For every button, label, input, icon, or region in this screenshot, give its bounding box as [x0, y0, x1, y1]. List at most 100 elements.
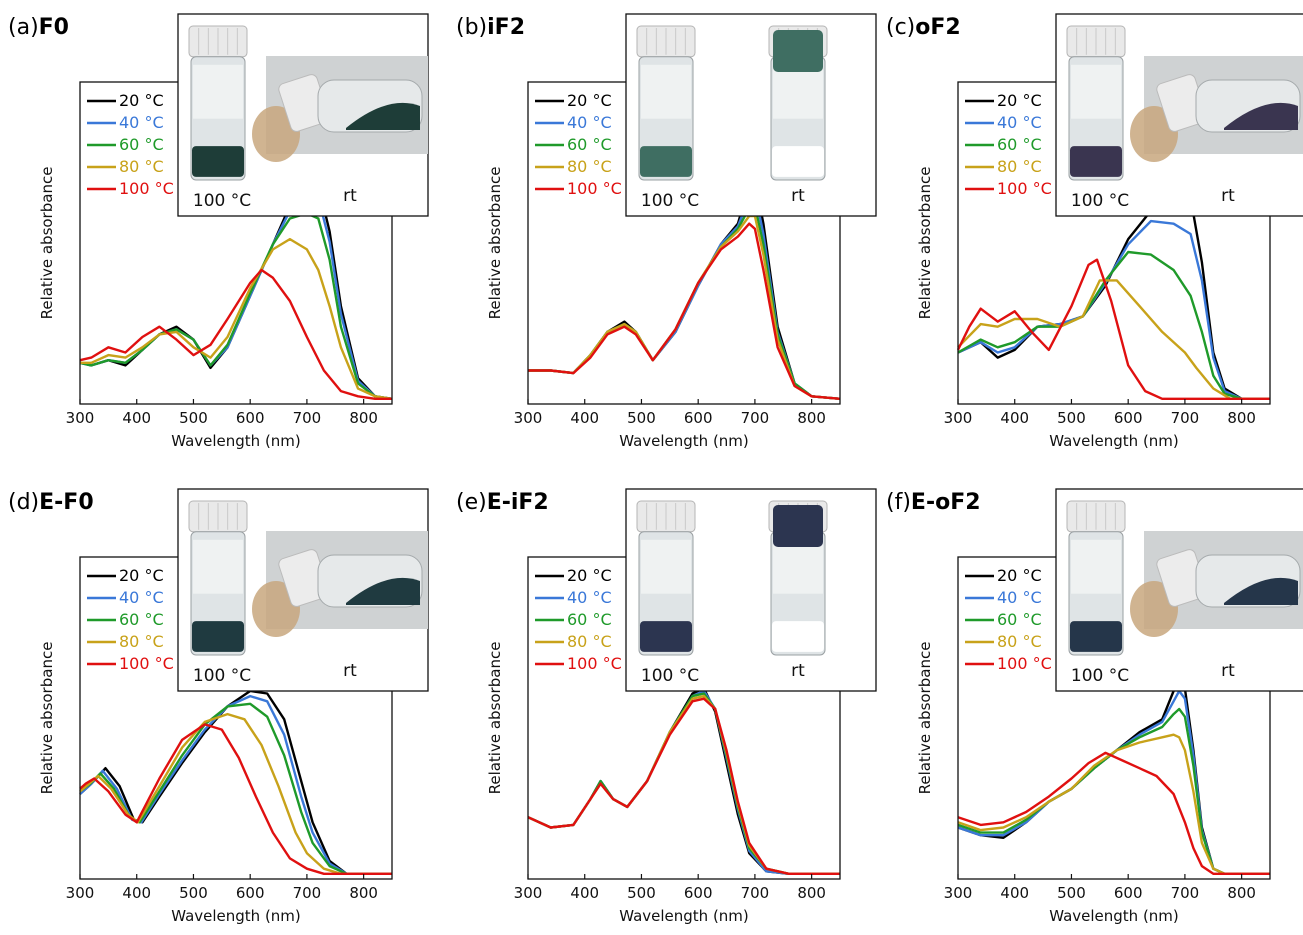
- panel-c-tilted-vial-photo: [1130, 56, 1303, 162]
- panel-c-xtick-label: 400: [1000, 409, 1029, 427]
- panel-d-caption-hot: 100 °C: [193, 666, 251, 686]
- panel-b-xtick-label: 600: [684, 409, 713, 427]
- panel-d-tag: (d): [8, 490, 39, 515]
- panel-f-series-2: [957, 707, 1270, 875]
- panel-c-hot-vial: [1066, 25, 1126, 181]
- panel-e-xtick-label: 600: [684, 884, 713, 902]
- panel-d-legend-label: 60 °C: [119, 610, 164, 629]
- panel-b-xtick-label: 500: [627, 409, 656, 427]
- panel-f-title: (f)E-oF2: [886, 490, 981, 515]
- panel-b-xtick-label: 300: [514, 409, 543, 427]
- panel-a-hot-vial: [188, 25, 248, 181]
- panel-b-title: (b)iF2: [456, 15, 525, 40]
- panel-a-series-2: [79, 212, 393, 400]
- panel-a-sample-name: F0: [39, 15, 69, 40]
- panel-f-series-0: [957, 676, 1270, 875]
- panel-d-tilted-vial-photo: [252, 531, 428, 637]
- panel-d-xtick-label: 700: [293, 884, 322, 902]
- panel-b-sample-name: iF2: [487, 15, 525, 40]
- panel-c-xtick-label: 500: [1057, 409, 1086, 427]
- panel-a-xtick-label: 800: [349, 409, 378, 427]
- panel-c-series-1: [957, 219, 1270, 400]
- panel-a-series-group: [79, 183, 393, 400]
- panel-c-xtick-label: 600: [1114, 409, 1143, 427]
- panel-d-title: (d)E-F0: [8, 490, 94, 515]
- panel-a-caption-rt: rt: [343, 186, 357, 206]
- panel-e-legend-label: 60 °C: [567, 610, 612, 629]
- panel-d-chart: (d)E-F0 300 400 500 600 700 800 Wavelength (nm)…: [8, 488, 429, 925]
- panel-e-caption-hot: 100 °C: [641, 666, 699, 686]
- panel-e-series-4: [527, 697, 840, 875]
- panel-a-ylabel: Relative absorbance: [38, 167, 56, 320]
- panel-f-series-4: [957, 751, 1270, 875]
- panel-a-legend-label: 80 °C: [119, 157, 164, 176]
- panel-a-xlabel: Wavelength (nm): [171, 432, 301, 450]
- panel-b-xtick-label: 700: [741, 409, 770, 427]
- panel-f-xtick-label: 600: [1114, 884, 1143, 902]
- panel-d-caption-rt: rt: [343, 661, 357, 681]
- panel-a-series-1: [79, 196, 393, 400]
- panel-b: (b)iF2 300 400 500 600 700 800 Wavelength (nm) R…: [448, 0, 888, 460]
- panel-f-chart: (f)E-oF2 300 400 500 600 700 800 Wavelength (nm…: [886, 488, 1303, 925]
- panel-c-caption-hot: 100 °C: [1071, 191, 1129, 211]
- panel-e-xtick-label: 700: [741, 884, 770, 902]
- panel-e-xtick-label: 400: [570, 884, 599, 902]
- panel-a-series-4: [79, 268, 392, 400]
- panel-c-legend-label: 100 °C: [997, 179, 1052, 198]
- panel-d-legend: 20 °C 40 °C 60 °C 80 °C 100 °C: [87, 566, 174, 673]
- panel-d-xtick-label: 300: [66, 884, 95, 902]
- panel-f-caption-hot: 100 °C: [1071, 666, 1129, 686]
- panel-f-xtick-label: 500: [1057, 884, 1086, 902]
- panel-f-legend-label: 80 °C: [997, 632, 1042, 651]
- panel-f-tilted-vial-photo: [1130, 531, 1303, 637]
- panel-d-legend-label: 20 °C: [119, 566, 164, 585]
- panel-a-xtick-label: 700: [293, 409, 322, 427]
- panel-c-ylabel: Relative absorbance: [916, 167, 934, 320]
- panel-c-sample-name: oF2: [915, 15, 960, 40]
- panel-e-rt-gel: [773, 505, 823, 547]
- panel-b-series-group: [528, 178, 841, 400]
- panel-a-legend: 20 °C 40 °C 60 °C 80 °C 100 °C: [87, 91, 174, 198]
- panel-c-xtick-label: 800: [1227, 409, 1256, 427]
- panel-c-legend-label: 20 °C: [997, 91, 1042, 110]
- panel-f-sample-name: E-oF2: [911, 490, 981, 515]
- panel-f-xtick-label: 300: [944, 884, 973, 902]
- panel-c-series-4: [956, 258, 1270, 400]
- panel-f-series-1: [957, 689, 1270, 875]
- panel-c-legend-label: 80 °C: [997, 157, 1042, 176]
- panel-d: (d)E-F0 300 400 500 600 700 800 Wavelength (nm)…: [0, 475, 440, 935]
- panel-e-hot-vial: [636, 500, 696, 656]
- panel-b-legend-label: 80 °C: [567, 157, 612, 176]
- panel-b-photo-inset: 100 °C rt: [625, 13, 877, 217]
- panel-a-xtick-label: 400: [122, 409, 151, 427]
- panel-a-series-0: [79, 183, 393, 400]
- panel-e-sample-name: E-iF2: [487, 490, 549, 515]
- panel-d-xtick-label: 800: [349, 884, 378, 902]
- panel-c-legend-label: 60 °C: [997, 135, 1042, 154]
- panel-a-photo-inset: 100 °C rt: [177, 13, 429, 217]
- panel-b-legend-label: 60 °C: [567, 135, 612, 154]
- panel-c-series-2: [957, 250, 1270, 400]
- panel-e-series-1: [527, 689, 840, 875]
- panel-e-legend-label: 100 °C: [567, 654, 622, 673]
- panel-f-ylabel: Relative absorbance: [916, 642, 934, 795]
- panel-d-series-1: [79, 694, 392, 875]
- panel-b-xlabel: Wavelength (nm): [619, 432, 749, 450]
- panel-c-legend: 20 °C 40 °C 60 °C 80 °C 100 °C: [965, 91, 1052, 198]
- panel-d-hot-vial: [188, 500, 248, 656]
- panel-e-xlabel: Wavelength (nm): [619, 907, 749, 925]
- panel-c-xlabel: Wavelength (nm): [1049, 432, 1179, 450]
- panel-a-xtick-label: 300: [66, 409, 95, 427]
- panel-c-series-0: [957, 196, 1270, 400]
- panel-f-legend-label: 40 °C: [997, 588, 1042, 607]
- panel-e-series-2: [527, 692, 840, 875]
- panel-f-caption-rt: rt: [1221, 661, 1235, 681]
- panel-d-series-3: [79, 712, 392, 875]
- panel-e-series-group: [527, 687, 840, 875]
- panel-e-legend-label: 80 °C: [567, 632, 612, 651]
- panel-d-series-4: [79, 723, 392, 875]
- panel-c-legend-label: 40 °C: [997, 113, 1042, 132]
- panel-c-xtick-label: 700: [1171, 409, 1200, 427]
- panel-a-title: (a)F0: [8, 15, 69, 40]
- panel-e-title: (e)E-iF2: [456, 490, 549, 515]
